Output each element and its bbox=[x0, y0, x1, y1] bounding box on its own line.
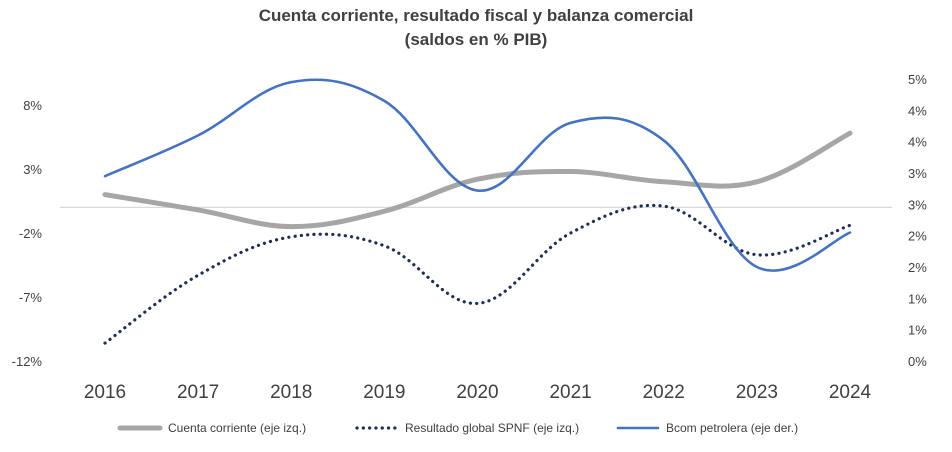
left-axis-tick: -12% bbox=[12, 354, 43, 369]
left-axis-tick: -2% bbox=[19, 226, 43, 241]
series-line-3 bbox=[103, 78, 852, 272]
x-axis-tick: 2023 bbox=[736, 382, 778, 403]
x-axis-tick: 2022 bbox=[643, 382, 685, 403]
chart-title: Cuenta corriente, resultado fiscal y bal… bbox=[258, 6, 694, 25]
right-axis-ticks: 5% 4% 4% 3% 3% 2% 2% 1% 1% 0% bbox=[908, 72, 927, 369]
chart-subtitle: (saldos en % PIB) bbox=[404, 30, 548, 49]
right-axis-tick: 2% bbox=[908, 229, 927, 244]
right-axis-tick: 3% bbox=[908, 166, 927, 181]
right-axis-tick: 1% bbox=[908, 291, 927, 306]
right-axis-tick: 4% bbox=[908, 135, 927, 150]
x-axis-tick: 2017 bbox=[177, 382, 219, 403]
x-axis-tick: 2024 bbox=[829, 382, 872, 403]
right-axis-tick: 4% bbox=[908, 103, 927, 118]
series-lines bbox=[102, 78, 853, 345]
x-axis-tick: 2016 bbox=[84, 382, 126, 403]
series-line-1 bbox=[102, 130, 853, 230]
left-axis-tick: 8% bbox=[23, 98, 42, 113]
right-axis-tick: 0% bbox=[908, 354, 927, 369]
left-axis-tick: 3% bbox=[23, 162, 42, 177]
right-axis-tick: 2% bbox=[908, 260, 927, 275]
left-axis-tick: -7% bbox=[19, 290, 43, 305]
right-axis-tick: 1% bbox=[908, 323, 927, 338]
x-axis-ticks: 2016 2017 2018 2019 2020 2021 2022 2023 2024 bbox=[84, 382, 872, 403]
left-axis-ticks: 8% 3% -2% -7% -12% bbox=[12, 98, 43, 369]
series-line-2 bbox=[103, 203, 852, 345]
right-axis-tick: 3% bbox=[908, 197, 927, 212]
legend-label: Bcom petrolera (eje der.) bbox=[666, 421, 798, 435]
x-axis-tick: 2018 bbox=[270, 382, 312, 403]
x-axis-tick: 2021 bbox=[549, 382, 591, 403]
x-axis-tick: 2020 bbox=[456, 382, 498, 403]
legend: Cuenta corriente (eje izq.) Resultado glo… bbox=[117, 421, 798, 435]
right-axis-tick: 5% bbox=[908, 72, 927, 87]
legend-label: Cuenta corriente (eje izq.) bbox=[168, 421, 306, 435]
x-axis-tick: 2019 bbox=[363, 382, 405, 403]
legend-label: Resultado global SPNF (eje izq.) bbox=[405, 421, 579, 435]
